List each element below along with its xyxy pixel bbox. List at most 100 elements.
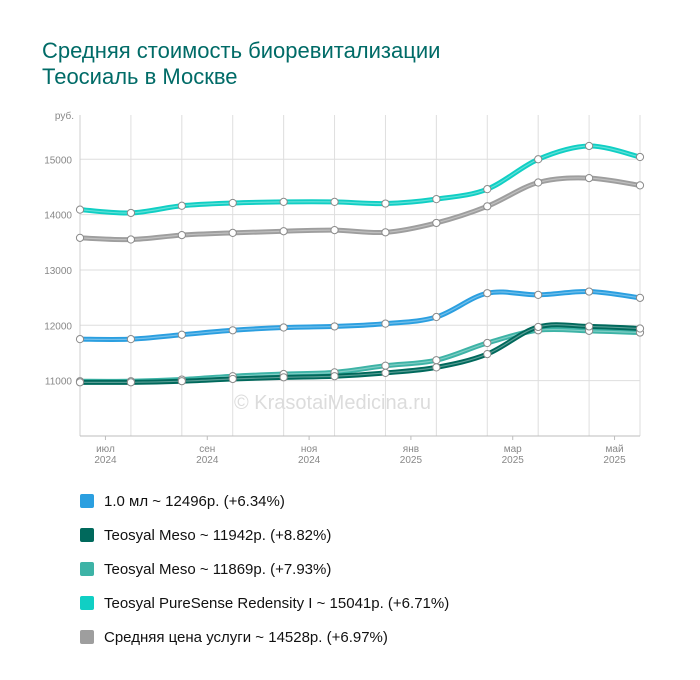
data-point bbox=[228, 326, 237, 335]
data-point bbox=[126, 335, 136, 344]
data-point bbox=[534, 322, 543, 332]
legend-swatch bbox=[80, 562, 94, 576]
x-tick-label: сен 2024 bbox=[196, 444, 219, 466]
data-point bbox=[432, 312, 441, 322]
data-point bbox=[432, 363, 441, 372]
x-tick-month: мар bbox=[504, 444, 522, 455]
legend-swatch bbox=[80, 630, 94, 644]
series-line bbox=[77, 175, 643, 243]
legend-swatch bbox=[80, 494, 94, 508]
data-point bbox=[534, 290, 543, 299]
x-tick-month: июл bbox=[96, 444, 115, 455]
legend-item[interactable]: Teosyal PureSense Redensity I ~ 15041р. … bbox=[80, 586, 449, 620]
y-tick-label: 14000 bbox=[44, 211, 72, 222]
data-point bbox=[279, 227, 288, 236]
data-point bbox=[483, 289, 492, 298]
x-tick-year: 2025 bbox=[502, 455, 525, 466]
y-tick-label: 15000 bbox=[44, 155, 72, 166]
data-point bbox=[177, 201, 186, 210]
data-point bbox=[381, 368, 390, 378]
data-point bbox=[483, 349, 492, 359]
data-point bbox=[177, 377, 186, 386]
y-tick-label: 13000 bbox=[44, 266, 72, 277]
legend-swatch bbox=[80, 528, 94, 542]
data-point bbox=[279, 373, 288, 382]
legend-swatch bbox=[80, 596, 94, 610]
data-point bbox=[584, 141, 594, 151]
data-point bbox=[279, 323, 288, 332]
data-point bbox=[330, 372, 339, 381]
data-point bbox=[584, 287, 594, 296]
data-point bbox=[635, 324, 645, 333]
data-point bbox=[432, 356, 441, 365]
data-point bbox=[228, 198, 237, 208]
data-point bbox=[483, 202, 492, 211]
data-point bbox=[381, 319, 390, 328]
data-point bbox=[635, 293, 645, 302]
x-tick-year: 2024 bbox=[298, 455, 321, 466]
data-point bbox=[75, 205, 85, 214]
chart-legend: 1.0 мл ~ 12496р. (+6.34%) Teosyal Meso ~ … bbox=[80, 484, 449, 654]
data-point bbox=[126, 235, 136, 244]
legend-label: Teosyal Meso ~ 11869р. (+7.93%) bbox=[104, 560, 332, 578]
data-point bbox=[279, 197, 288, 206]
x-tick-month: янв bbox=[403, 444, 419, 455]
legend-label: Teosyal Meso ~ 11942р. (+8.82%) bbox=[104, 526, 332, 544]
data-point bbox=[534, 178, 543, 187]
x-tick-year: 2024 bbox=[196, 455, 219, 466]
data-point bbox=[381, 199, 390, 208]
data-point bbox=[126, 208, 136, 218]
data-point bbox=[584, 173, 594, 183]
x-tick-label: июл 2024 bbox=[94, 444, 117, 466]
series-line bbox=[77, 289, 643, 342]
x-tick-label: мар 2025 bbox=[502, 444, 525, 466]
data-point bbox=[381, 228, 390, 237]
data-point bbox=[75, 233, 85, 242]
legend-label: 1.0 мл ~ 12496р. (+6.34%) bbox=[104, 492, 285, 510]
legend-label: Teosyal PureSense Redensity I ~ 15041р. … bbox=[104, 594, 450, 612]
legend-item[interactable]: Teosyal Meso ~ 11942р. (+8.82%) bbox=[80, 518, 449, 552]
data-point bbox=[483, 338, 492, 348]
data-point bbox=[584, 322, 594, 331]
y-tick-label: 11000 bbox=[45, 377, 73, 388]
watermark: © KrasotaiMedicina.ru bbox=[234, 392, 432, 414]
legend-item[interactable]: Teosyal Meso ~ 11869р. (+7.93%) bbox=[80, 552, 449, 586]
data-point bbox=[432, 218, 441, 228]
chart-title-line-2: Теосиаль в Москве bbox=[42, 64, 238, 89]
y-tick-label: 12000 bbox=[44, 321, 72, 332]
series-line bbox=[77, 143, 643, 216]
data-point bbox=[432, 195, 441, 204]
data-point bbox=[534, 155, 543, 164]
data-point bbox=[177, 330, 186, 339]
series-line bbox=[77, 322, 643, 385]
legend-item[interactable]: 1.0 мл ~ 12496р. (+6.34%) bbox=[80, 484, 449, 518]
data-point bbox=[228, 228, 237, 237]
data-point bbox=[635, 152, 645, 162]
data-point bbox=[330, 226, 339, 235]
data-point bbox=[177, 230, 186, 240]
series-line-highlight bbox=[79, 177, 641, 241]
series-line-highlight bbox=[79, 290, 641, 341]
legend-item[interactable]: Средняя цена услуги ~ 14528р. (+6.97%) bbox=[80, 620, 449, 654]
x-tick-year: 2025 bbox=[400, 455, 423, 466]
data-point bbox=[228, 374, 237, 384]
data-point bbox=[330, 197, 339, 206]
data-point bbox=[330, 322, 339, 331]
data-point bbox=[483, 185, 492, 194]
data-point bbox=[75, 378, 85, 387]
data-point bbox=[75, 335, 85, 344]
chart-title: Средняя стоимость биоревитализации Теоси… bbox=[42, 38, 440, 90]
y-unit-label: руб. bbox=[55, 110, 74, 122]
legend-label: Средняя цена услуги ~ 14528р. (+6.97%) bbox=[104, 628, 388, 646]
x-tick-label: ноя 2024 bbox=[298, 444, 321, 466]
data-point bbox=[126, 378, 136, 387]
series-line-highlight bbox=[79, 145, 641, 214]
x-tick-year: 2024 bbox=[94, 455, 117, 466]
x-tick-month: май bbox=[606, 444, 624, 455]
x-tick-month: ноя bbox=[301, 444, 318, 455]
series-line-highlight bbox=[79, 324, 641, 383]
x-tick-label: янв 2025 bbox=[400, 444, 423, 466]
chart-title-line-1: Средняя стоимость биоревитализации bbox=[42, 38, 441, 63]
x-tick-month: сен bbox=[199, 444, 215, 455]
